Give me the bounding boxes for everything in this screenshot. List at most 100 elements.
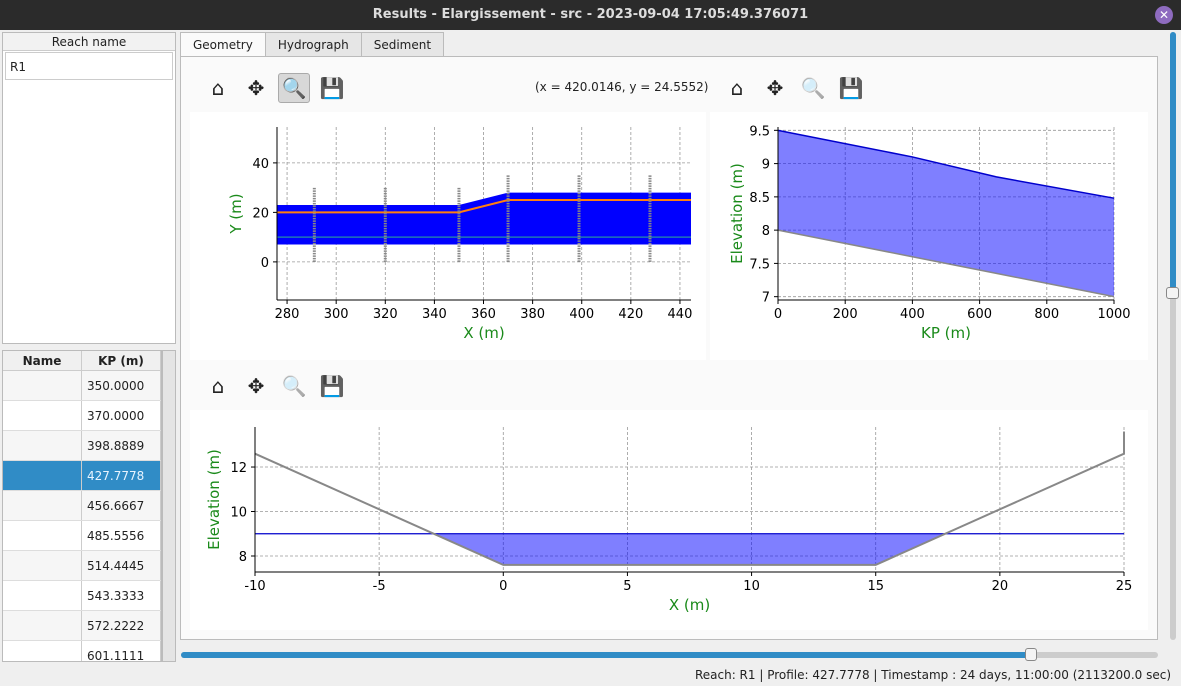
profile-slider[interactable] — [1166, 32, 1179, 640]
y-tick-label: 7 — [762, 291, 770, 306]
table-row[interactable]: 398.8889 — [3, 431, 161, 461]
zoom-icon[interactable]: 🔍 — [800, 76, 826, 100]
cell-name — [3, 611, 82, 640]
table-row[interactable]: 370.0000 — [3, 401, 161, 431]
close-icon[interactable]: ✕ — [1155, 6, 1173, 24]
y-tick-label: 9 — [762, 158, 770, 173]
water-surface-line — [777, 129, 1115, 199]
x-tick-label: 200 — [833, 307, 858, 322]
cell-name — [3, 581, 82, 610]
longitudinal-profile-chart[interactable]: 0 200 400 600 800 1000 7 7.5 8 8.5 9 9.5 KP (m) Eleva… — [710, 112, 1148, 360]
y-tick-label: 8 — [762, 224, 770, 239]
cell-name — [3, 491, 82, 520]
x-tick-label: -5 — [373, 579, 386, 594]
home-icon[interactable]: ⌂ — [211, 76, 225, 100]
x-tick-label: 420 — [618, 307, 643, 322]
save-icon[interactable]: 💾 — [319, 374, 345, 398]
x-tick-label: 360 — [471, 307, 496, 322]
save-icon[interactable]: 💾 — [319, 76, 345, 100]
x-tick-label: 0 — [499, 579, 507, 594]
y-axis-label: Elevation (m) — [205, 449, 223, 550]
move-icon[interactable]: ✥ — [766, 76, 784, 100]
cell-name — [3, 431, 82, 460]
water-area — [435, 534, 944, 565]
cell-kp: 485.5556 — [82, 521, 161, 550]
cell-name — [3, 641, 82, 661]
y-tick-label: 12 — [230, 461, 247, 476]
x-tick-label: 10 — [743, 579, 760, 594]
reach-list: Reach name R1 — [2, 32, 176, 344]
cell-kp: 370.0000 — [82, 401, 161, 430]
zoom-icon[interactable]: 🔍 — [278, 73, 310, 103]
table-scrollbar[interactable] — [162, 350, 176, 662]
center-line — [277, 199, 691, 214]
y-axis-label: Y (m) — [227, 193, 245, 234]
table-row[interactable]: 427.7778 — [3, 461, 161, 491]
toolbar-3: ⌂ ✥ 🔍 💾 — [202, 371, 348, 401]
toolbar-2: ⌂ ✥ 🔍 💾 — [721, 73, 867, 103]
x-tick-label: 0 — [774, 307, 782, 322]
cell-name — [3, 551, 82, 580]
home-icon[interactable]: ⌂ — [211, 374, 225, 398]
y-tick-label: 40 — [252, 157, 269, 172]
x-tick-label: 25 — [1116, 579, 1133, 594]
cell-kp: 601.1111 — [82, 641, 161, 661]
table-row[interactable]: 485.5556 — [3, 521, 161, 551]
column-kp[interactable]: KP (m) — [82, 351, 161, 370]
table-row[interactable]: 350.0000 — [3, 371, 161, 401]
x-tick-label: 600 — [967, 307, 992, 322]
tab-sediment[interactable]: Sediment — [360, 32, 445, 57]
water-area — [277, 192, 691, 245]
x-tick-label: -10 — [244, 579, 265, 594]
y-tick-label: 10 — [230, 506, 247, 521]
y-tick-label: 7.5 — [749, 257, 770, 272]
table-row[interactable]: 572.2222 — [3, 611, 161, 641]
cross-section-chart[interactable]: -10 -5 0 5 10 15 20 25 8 10 12 X (m) Elevation (m) — [190, 410, 1148, 630]
y-tick-label: 9.5 — [749, 124, 770, 139]
tab-hydrograph[interactable]: Hydrograph — [264, 32, 362, 57]
x-tick-label: 340 — [422, 307, 447, 322]
tab-geometry[interactable]: Geometry — [180, 32, 266, 57]
reach-list-header: Reach name — [3, 33, 175, 51]
water-depth-area — [778, 130, 1114, 297]
x-tick-label: 380 — [520, 307, 545, 322]
save-icon[interactable]: 💾 — [838, 76, 864, 100]
bed-profile-line — [254, 431, 1125, 566]
cell-kp: 543.3333 — [82, 581, 161, 610]
move-icon[interactable]: ✥ — [247, 76, 265, 100]
zoom-icon[interactable]: 🔍 — [281, 374, 307, 398]
cell-kp: 350.0000 — [82, 371, 161, 400]
x-axis-label: KP (m) — [921, 324, 971, 342]
table-row[interactable]: 514.4445 — [3, 551, 161, 581]
bed-line — [777, 229, 1115, 298]
y-axis-label: Elevation (m) — [728, 163, 746, 264]
cell-kp: 514.4445 — [82, 551, 161, 580]
cell-kp: 456.6667 — [82, 491, 161, 520]
x-axis-label: X (m) — [669, 596, 710, 614]
toolbar-1: ⌂ ✥ 🔍 💾 — [202, 73, 348, 103]
x-tick-label: 20 — [992, 579, 1009, 594]
x-tick-label: 320 — [373, 307, 398, 322]
y-tick-label: 20 — [252, 206, 269, 221]
x-tick-label: 280 — [275, 307, 300, 322]
cursor-coords: (x = 420.0146, y = 24.5552) — [535, 80, 709, 94]
cell-name — [3, 521, 82, 550]
y-tick-label: 0 — [261, 256, 269, 271]
cell-name — [3, 401, 82, 430]
column-name[interactable]: Name — [3, 351, 82, 370]
reach-item[interactable]: R1 — [5, 52, 173, 80]
plan-view-chart[interactable]: 280 300 320 340 360 380 400 420 440 0 20 40 X (m) Y (… — [190, 112, 706, 360]
x-tick-label: 800 — [1034, 307, 1059, 322]
cell-kp: 427.7778 — [82, 461, 161, 490]
home-icon[interactable]: ⌂ — [730, 76, 744, 100]
x-axis-label: X (m) — [463, 324, 504, 342]
profile-table: Name KP (m) 350.0000 370.0000 398.8889 427.7… — [2, 350, 162, 662]
table-row[interactable]: 601.1111 — [3, 641, 161, 661]
x-tick-label: 15 — [867, 579, 884, 594]
table-row[interactable]: 543.3333 — [3, 581, 161, 611]
x-tick-label: 1000 — [1097, 307, 1130, 322]
table-row[interactable]: 456.6667 — [3, 491, 161, 521]
move-icon[interactable]: ✥ — [247, 374, 265, 398]
x-tick-label: 5 — [623, 579, 631, 594]
time-slider[interactable] — [181, 648, 1158, 661]
